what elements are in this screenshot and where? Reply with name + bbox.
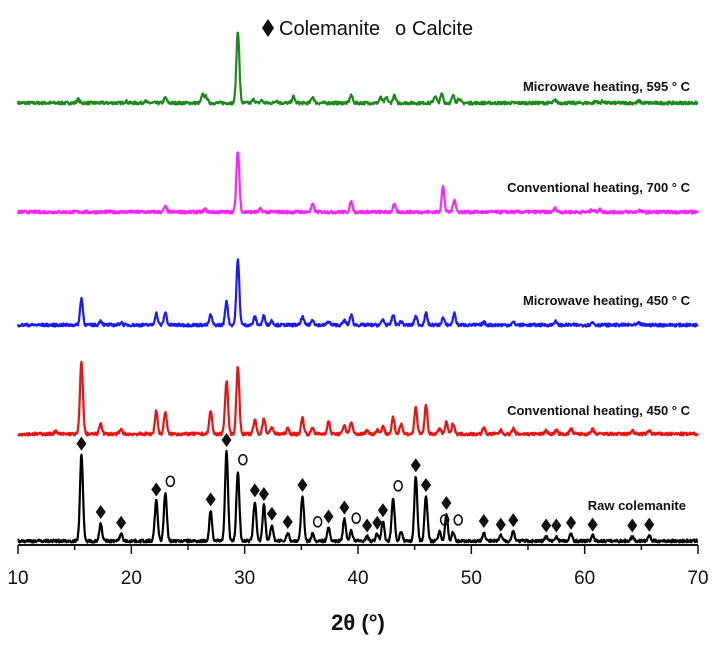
colemanite-marker xyxy=(323,509,334,524)
calcite-marker xyxy=(238,453,248,466)
series-label-raw: Raw colemanite xyxy=(588,498,686,513)
calcite-marker xyxy=(439,514,450,526)
colemanite-marker xyxy=(258,487,269,501)
colemanite-marker xyxy=(627,518,638,533)
colemanite-marker xyxy=(372,515,383,530)
series-line-4 xyxy=(17,449,699,544)
x-tick-label: 60 xyxy=(574,568,595,589)
legend: Colemanite o Calcite xyxy=(262,18,473,40)
series-label-microwave-595: Microwave heating, 595 ° C xyxy=(523,79,691,94)
colemanite-marker xyxy=(221,433,232,447)
colemanite-marker xyxy=(362,518,373,533)
colemanite-marker xyxy=(587,517,598,532)
calcite-marker xyxy=(312,515,323,528)
colemanite-marker xyxy=(508,513,519,528)
x-tick-label: 10 xyxy=(7,568,28,589)
x-tick-label: 30 xyxy=(234,568,255,589)
colemanite-marker xyxy=(297,478,308,492)
series-line-2 xyxy=(16,258,699,328)
x-tick-label: 40 xyxy=(347,568,368,589)
x-tick-label: 20 xyxy=(121,568,142,589)
x-axis-label: 2θ (°) xyxy=(331,610,385,635)
colemanite-marker xyxy=(551,518,562,533)
colemanite-marker xyxy=(249,483,260,498)
colemanite-marker xyxy=(76,436,87,451)
series-line-3 xyxy=(17,360,699,437)
series-label-conventional-450: Conventional heating, 450 ° C xyxy=(507,403,691,418)
colemanite-marker xyxy=(495,517,506,532)
colemanite-marker xyxy=(478,514,489,528)
colemanite-marker xyxy=(339,500,350,515)
colemanite-marker xyxy=(377,503,388,518)
legend-colemanite: Colemanite xyxy=(279,18,380,40)
colemanite-marker xyxy=(441,495,452,510)
x-tick-label: 70 xyxy=(687,568,708,589)
series-line-1 xyxy=(16,151,699,215)
calcite-marker xyxy=(165,475,176,488)
colemanite-marker xyxy=(541,518,552,533)
calcite-marker xyxy=(351,512,362,524)
legend-calcite-symbol: o xyxy=(395,18,406,40)
calcite-marker xyxy=(453,514,464,526)
colemanite-marker xyxy=(282,514,293,529)
series-label-microwave-450: Microwave heating, 450 ° C xyxy=(523,293,691,308)
colemanite-marker xyxy=(116,515,127,530)
colemanite-marker xyxy=(566,515,577,530)
legend-calcite: Calcite xyxy=(412,18,473,40)
colemanite-marker xyxy=(644,517,655,532)
legend-diamond-icon xyxy=(262,19,274,37)
series-label-conventional-700: Conventional heating, 700 ° C xyxy=(507,180,691,195)
series-line-0 xyxy=(16,31,699,106)
colemanite-marker xyxy=(151,482,162,497)
colemanite-marker xyxy=(95,505,106,519)
colemanite-marker xyxy=(410,458,421,473)
x-tick-label: 50 xyxy=(461,568,482,589)
colemanite-marker xyxy=(266,506,277,521)
colemanite-marker xyxy=(205,492,216,507)
calcite-marker xyxy=(393,479,403,492)
colemanite-marker xyxy=(421,478,431,492)
